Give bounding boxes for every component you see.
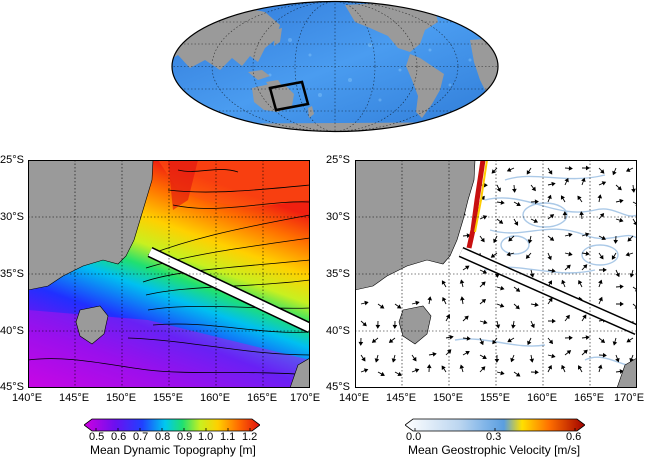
right-lon-label: 150°E [433, 392, 464, 404]
right-lon-label: 140°E [339, 392, 370, 404]
right-lat-label: 35°S [326, 268, 350, 280]
right-lon-label: 145°E [386, 392, 417, 404]
left-lon-label: 150°E [106, 392, 137, 404]
mdt-tick-label: 0.9 [177, 431, 193, 443]
mdt-map [28, 160, 310, 388]
left-lon-label: 155°E [153, 392, 184, 404]
right-lat-label: 45°S [326, 381, 350, 393]
mdt-tick-label: 0.6 [111, 431, 127, 443]
left-lon-label: 160°E [200, 392, 231, 404]
right-lon-label: 155°E [480, 392, 511, 404]
mdt-tick-label: 0.5 [89, 431, 105, 443]
left-lon-label: 170°E [290, 392, 321, 404]
mdt-tick-label: 1.2 [242, 431, 258, 443]
mdt-colorbar [84, 418, 260, 432]
left-lat-label: 45°S [0, 381, 24, 393]
right-lon-label: 165°E [574, 392, 605, 404]
mdt-tick-label: 0.8 [155, 431, 171, 443]
left-lat-label: 40°S [0, 325, 24, 337]
left-lon-label: 140°E [12, 392, 43, 404]
mdt-colorbar-title: Mean Dynamic Topography [m] [90, 443, 256, 457]
velocity-tick-label: 0.6 [566, 431, 582, 443]
mdt-tick-label: 1.0 [198, 431, 214, 443]
right-lat-label: 30°S [326, 211, 350, 223]
left-lat-label: 35°S [0, 268, 24, 280]
world-globe-map [171, 0, 499, 133]
left-lat-label: 30°S [0, 211, 24, 223]
left-lon-label: 145°E [59, 392, 90, 404]
right-lon-label: 160°E [527, 392, 558, 404]
right-lat-label: 40°S [326, 325, 350, 337]
mdt-tick-label: 0.7 [133, 431, 149, 443]
velocity-colorbar-title: Mean Geostrophic Velocity [m/s] [408, 443, 581, 457]
velocity-tick-label: 0.0 [406, 431, 422, 443]
velocity-map [355, 160, 637, 388]
right-lon-label: 170°E [614, 392, 645, 404]
left-lat-label: 25°S [0, 154, 24, 166]
right-lat-label: 25°S [326, 154, 350, 166]
left-lon-label: 165°E [247, 392, 278, 404]
velocity-colorbar [405, 418, 585, 432]
mdt-tick-label: 1.1 [220, 431, 236, 443]
velocity-tick-label: 0.3 [486, 431, 502, 443]
